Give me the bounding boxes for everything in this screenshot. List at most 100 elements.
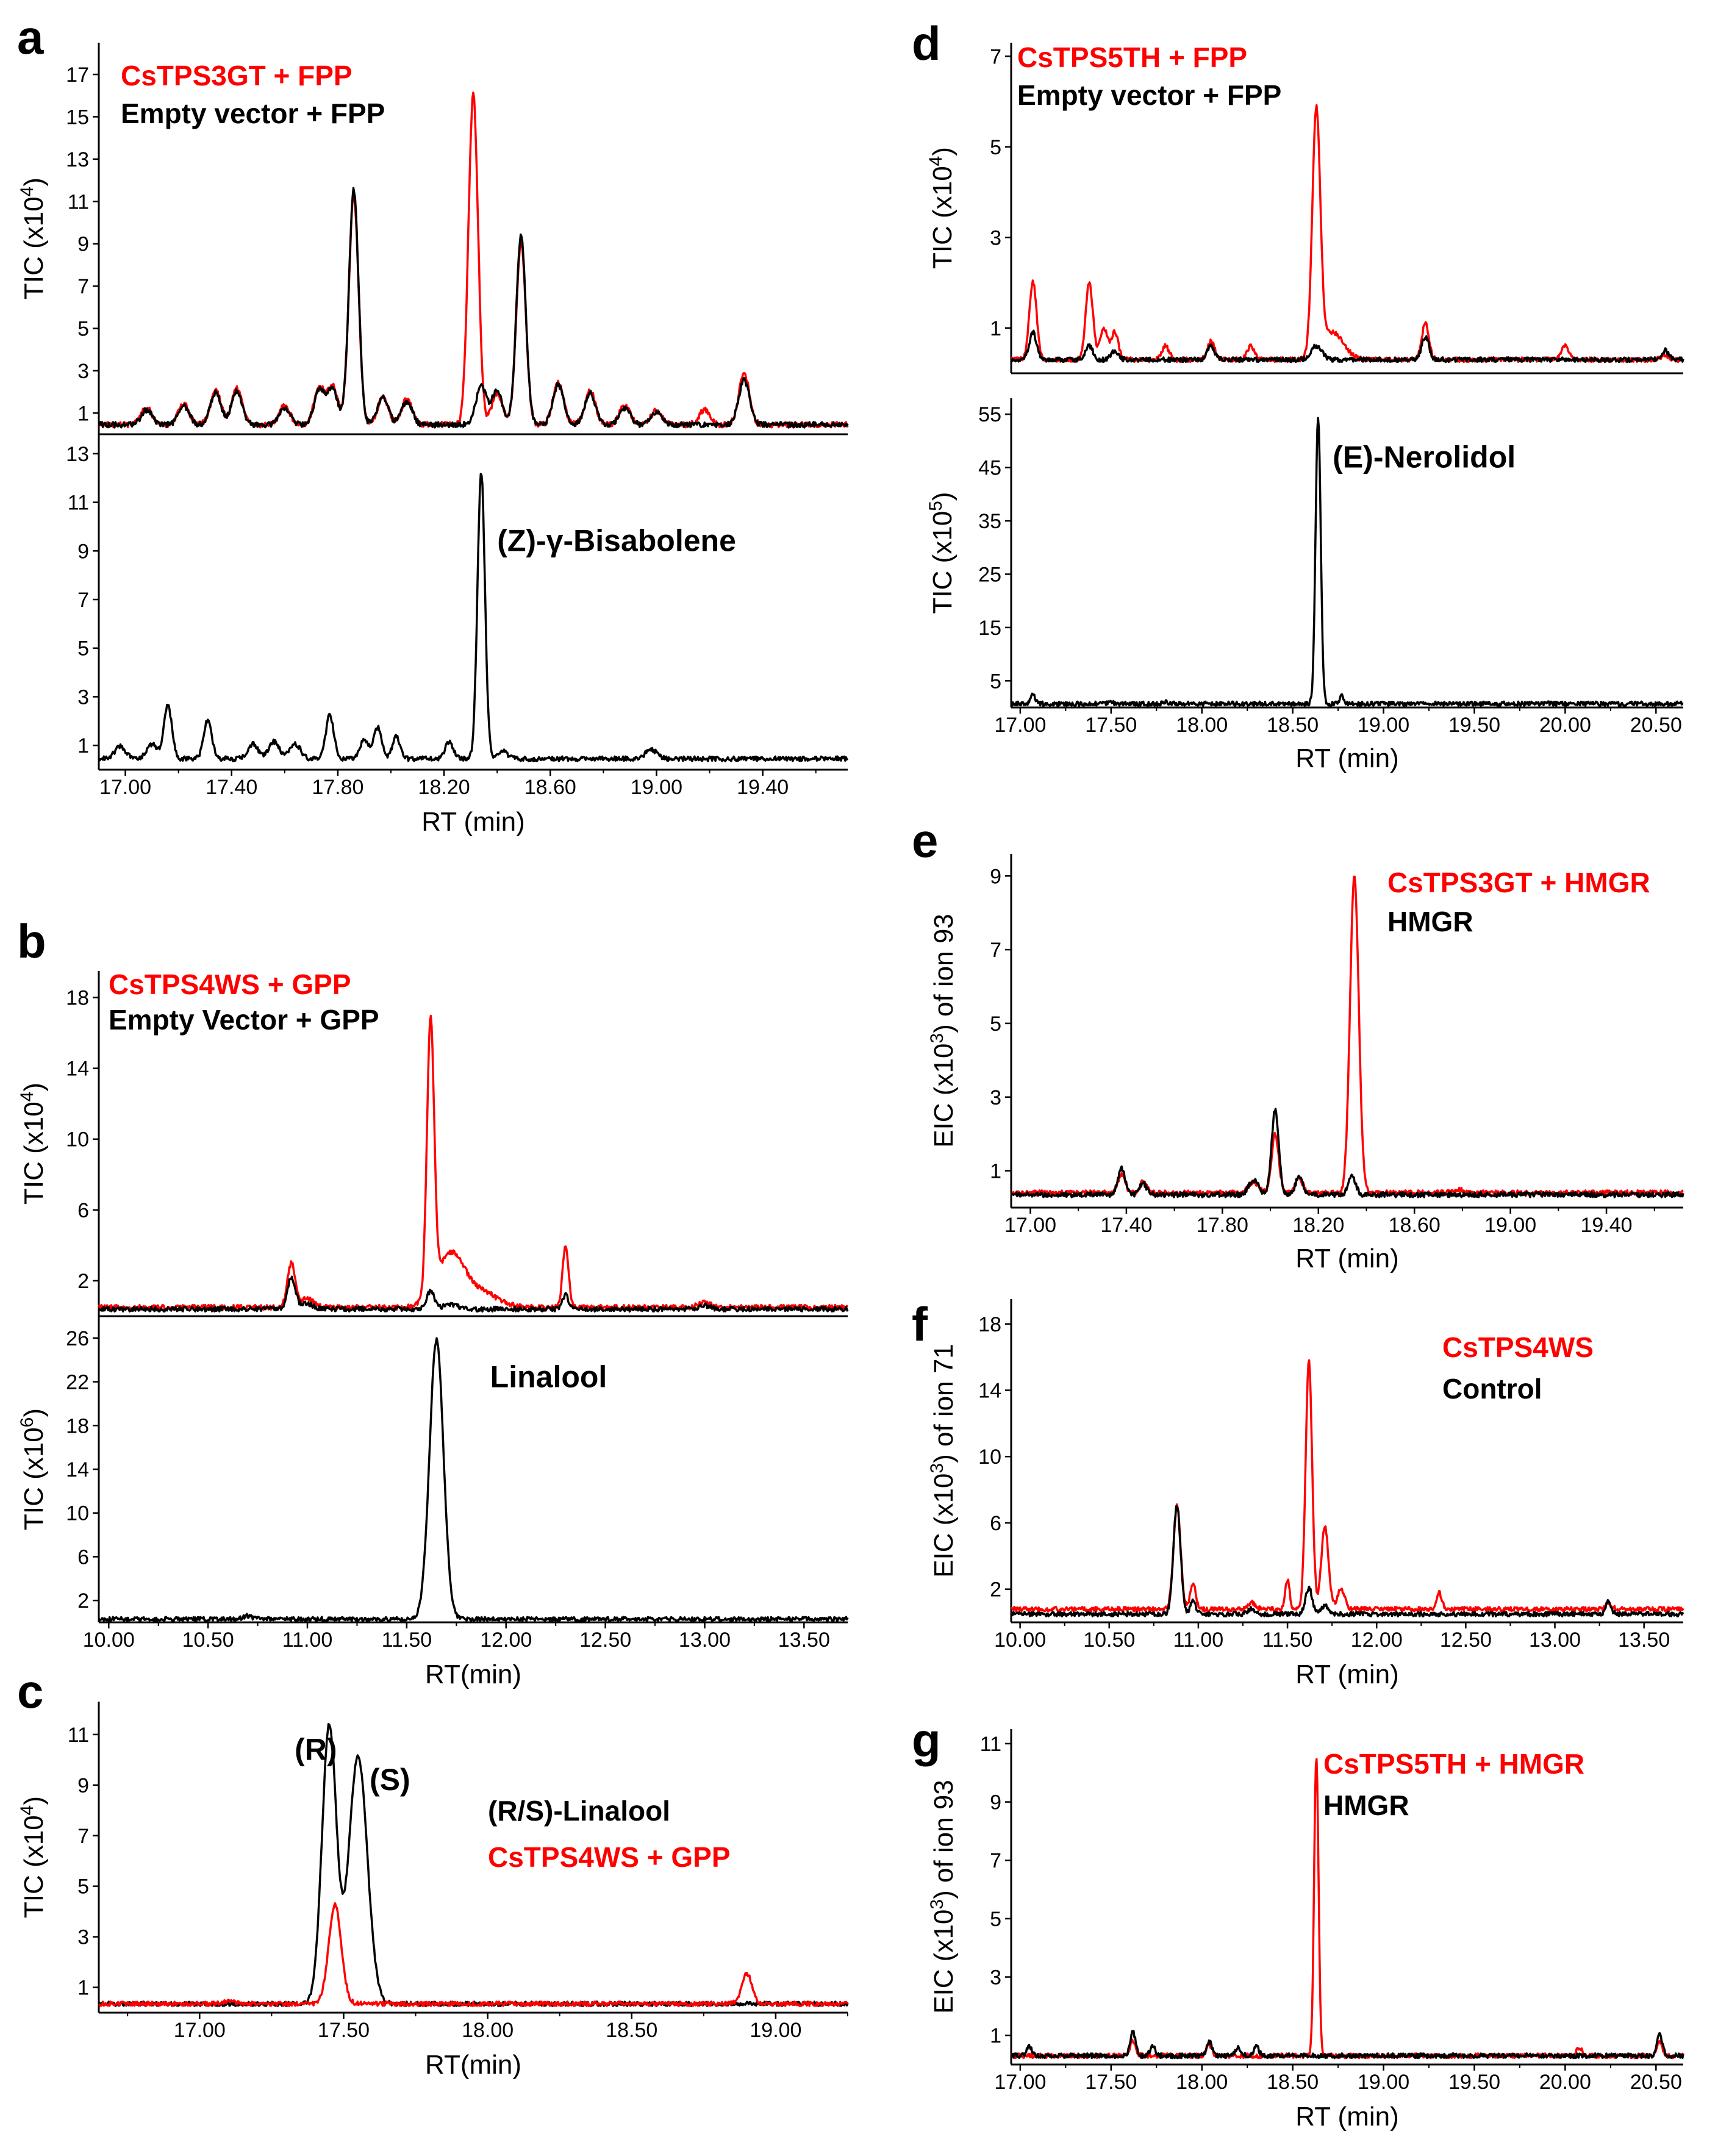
y-tick-label: 11 xyxy=(68,492,89,515)
y-tick-label: 5 xyxy=(990,1908,1001,1931)
y-tick-label: 5 xyxy=(77,637,89,661)
y-axis-label-main: EIC (x10 xyxy=(929,1910,959,2014)
y-tick-label: 7 xyxy=(77,1825,89,1848)
y-tick-label: 1 xyxy=(990,2024,1001,2047)
x-axis-label: RT(min) xyxy=(425,2050,521,2080)
y-axis-label: TIC (x104) xyxy=(926,147,957,269)
x-tick-label: 17.00 xyxy=(994,2071,1046,2094)
y-tick-label: 55 xyxy=(978,403,1001,426)
y-tick-label: 3 xyxy=(77,1926,89,1949)
y-tick-label: 14 xyxy=(66,1058,89,1081)
series-trace-empty-vector-gpp xyxy=(98,1275,849,1313)
x-tick-label: 10.00 xyxy=(994,1628,1046,1652)
y-tick-label: 10 xyxy=(66,1128,89,1151)
y-axis-label: TIC (x106) xyxy=(17,1408,49,1530)
x-tick-label: 19.50 xyxy=(1448,714,1500,737)
panel-label-d: d xyxy=(912,16,941,70)
x-tick-label: 13.50 xyxy=(1618,1628,1670,1652)
y-tick-label: 9 xyxy=(77,233,89,256)
panel-label-a: a xyxy=(17,10,44,64)
y-axis-label-suffix: ) of ion 71 xyxy=(929,1344,959,1463)
y-axis-label-exponent: 4 xyxy=(926,156,946,167)
y-axis-label-main: EIC (x10 xyxy=(929,1474,959,1578)
peak-annotation: (Z)-γ-Bisabolene xyxy=(497,523,736,557)
x-tick-label: 10.50 xyxy=(182,1628,234,1652)
y-tick-label: 9 xyxy=(990,865,1001,888)
plot-f: 2 6 10 14 18 10.00 10.50 11.00 11.50 12.00 12.50 13… xyxy=(927,1299,1684,1689)
x-tick-label: 11.50 xyxy=(1262,1628,1313,1652)
x-tick-label: 19.00 xyxy=(631,776,682,799)
x-tick-label: 19.50 xyxy=(1448,2071,1500,2094)
y-axis-label-suffix: ) xyxy=(19,177,49,187)
y-tick-label: 7 xyxy=(990,939,1001,962)
y-axis-label-exponent: 4 xyxy=(17,1092,37,1102)
x-tick-label: 20.00 xyxy=(1539,2071,1591,2094)
series-trace-control xyxy=(1010,1505,1684,1617)
y-tick-label: 18 xyxy=(66,1414,89,1438)
y-axis-label-exponent: 3 xyxy=(927,1033,947,1044)
y-tick-label: 9 xyxy=(77,540,89,563)
x-tick-label: 18.00 xyxy=(462,2019,514,2042)
x-tick-label: 18.60 xyxy=(524,776,576,799)
x-tick-label: 17.80 xyxy=(312,776,363,799)
y-axis-label-exponent: 4 xyxy=(17,1805,37,1816)
y-axis-label-exponent: 3 xyxy=(927,1463,947,1474)
y-axis-label-exponent: 5 xyxy=(926,501,946,511)
x-tick-label: 17.50 xyxy=(1085,2071,1137,2094)
x-tick-label: 12.00 xyxy=(480,1628,532,1652)
y-tick-label: 7 xyxy=(77,589,89,612)
series-trace-linalool-standard xyxy=(98,1337,849,1622)
x-tick-label: 18.60 xyxy=(1389,1214,1441,1237)
x-axis-label: RT (min) xyxy=(1295,1244,1399,1273)
y-tick-label: 9 xyxy=(77,1774,89,1797)
y-axis-label: TIC (x104) xyxy=(17,1796,49,1918)
y-axis-label-suffix: ) xyxy=(19,1083,49,1092)
peak-annotation: Linalool xyxy=(490,1360,607,1394)
x-tick-label: 12.50 xyxy=(579,1628,631,1652)
x-tick-label: 19.00 xyxy=(1358,714,1409,737)
y-tick-label: 3 xyxy=(990,1086,1001,1109)
y-axis-label: EIC (x103) of ion 93 xyxy=(927,1780,959,2014)
y-tick-label: 3 xyxy=(990,226,1001,249)
plot-c: 1 3 5 7 9 11 17.00 17.50 18.00 18.50 19.00 RT(min) T… xyxy=(17,1702,849,2080)
legend-entry: CsTPS3GT + FPP xyxy=(121,60,353,91)
series-trace-cstps5th-fpp xyxy=(1011,104,1684,364)
legend-entry: CsTPS5TH + FPP xyxy=(1017,41,1247,73)
peak-annotation: (E)-Nerolidol xyxy=(1333,440,1516,475)
legend-entry: CsTPS3GT + HMGR xyxy=(1387,867,1650,898)
y-tick-label: 3 xyxy=(77,360,89,383)
x-tick-label: 13.00 xyxy=(1529,1628,1581,1652)
x-tick-label: 17.00 xyxy=(994,714,1046,737)
plot-d_top: 1 3 5 7 TIC (x104) CsTPS5TH + FPP Empty vector… xyxy=(926,41,1684,374)
y-axis-label-suffix: ) of ion 93 xyxy=(929,914,959,1033)
y-tick-label: 35 xyxy=(978,510,1001,533)
y-axis-label: EIC (x103) of ion 93 xyxy=(927,914,959,1148)
y-axis-label: EIC (x103) of ion 71 xyxy=(927,1344,959,1578)
x-tick-label: 19.40 xyxy=(1581,1214,1633,1237)
legend-entry: (R/S)-Linalool xyxy=(488,1795,670,1827)
x-axis-label: RT(min) xyxy=(425,1660,521,1689)
y-tick-label: 6 xyxy=(990,1512,1001,1535)
peak-annotation: (S) xyxy=(370,1763,410,1797)
series-trace-empty-vector-fpp xyxy=(98,187,849,429)
y-axis-label-main: TIC (x10 xyxy=(19,1427,49,1530)
x-tick-label: 19.00 xyxy=(1358,2071,1409,2094)
y-axis-label-main: TIC (x10 xyxy=(19,1815,49,1918)
y-tick-label: 5 xyxy=(77,317,89,340)
peak-annotation: (R) xyxy=(295,1732,337,1766)
x-tick-label: 17.00 xyxy=(174,2019,226,2042)
y-axis-label-exponent: 4 xyxy=(17,187,37,197)
x-tick-label: 12.00 xyxy=(1351,1628,1403,1652)
y-tick-label: 15 xyxy=(978,617,1001,640)
y-tick-label: 2 xyxy=(990,1578,1001,1602)
y-tick-label: 1 xyxy=(77,734,89,757)
legend-entry: Empty vector + FPP xyxy=(1017,79,1281,111)
x-tick-label: 17.40 xyxy=(206,776,257,799)
y-tick-label: 7 xyxy=(77,275,89,298)
legend-entry: Empty Vector + GPP xyxy=(109,1004,379,1036)
legend-entry: CsTPS5TH + HMGR xyxy=(1323,1748,1584,1780)
y-tick-label: 6 xyxy=(77,1545,89,1569)
y-tick-label: 5 xyxy=(77,1875,89,1899)
legend-entry: HMGR xyxy=(1323,1789,1409,1821)
